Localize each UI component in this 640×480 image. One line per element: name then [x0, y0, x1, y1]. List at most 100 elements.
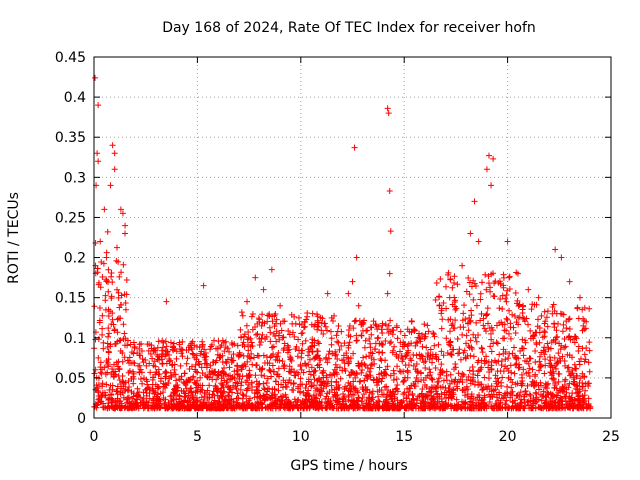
scatter-point-peak — [101, 206, 108, 213]
scatter-point — [196, 361, 203, 368]
scatter-point — [120, 321, 127, 328]
scatter-point — [542, 329, 549, 336]
scatter-point — [473, 338, 480, 345]
scatter-point-peak — [552, 246, 559, 253]
scatter-point — [117, 405, 124, 412]
scatter-point — [464, 391, 471, 398]
scatter-point — [440, 300, 447, 307]
scatter-point — [499, 292, 506, 299]
scatter-point — [306, 356, 313, 363]
scatter-point — [492, 400, 499, 407]
scatter-point — [358, 332, 365, 339]
scatter-point — [320, 385, 327, 392]
scatter-point — [519, 374, 526, 381]
scatter-point — [552, 399, 559, 406]
scatter-point — [152, 400, 159, 407]
scatter-point — [463, 340, 470, 347]
scatter-point — [178, 398, 185, 405]
scatter-point — [248, 387, 255, 394]
scatter-point — [146, 360, 153, 367]
scatter-point — [221, 365, 228, 372]
scatter-point — [582, 387, 589, 394]
scatter-point — [130, 380, 137, 387]
scatter-point — [234, 342, 241, 349]
scatter-point — [379, 341, 386, 348]
scatter-point — [167, 393, 174, 400]
scatter-point — [251, 394, 258, 401]
scatter-point — [197, 350, 204, 357]
scatter-point — [343, 385, 350, 392]
scatter-point — [447, 351, 454, 358]
scatter-point — [473, 319, 480, 326]
scatter-point — [479, 345, 486, 352]
scatter-point — [232, 379, 239, 386]
scatter-point — [527, 392, 534, 399]
scatter-point — [443, 372, 450, 379]
scatter-point — [297, 375, 304, 382]
x-tick-label: 15 — [395, 429, 413, 445]
scatter-point — [216, 401, 223, 408]
scatter-point — [543, 397, 550, 404]
scatter-point — [465, 327, 472, 334]
scatter-point — [397, 339, 404, 346]
scatter-point — [114, 329, 121, 336]
scatter-point — [463, 376, 470, 383]
scatter-point — [345, 379, 352, 386]
scatter-point — [499, 305, 506, 312]
scatter-point — [99, 312, 106, 319]
scatter-point — [99, 404, 106, 411]
scatter-point — [442, 283, 449, 290]
scatter-point — [464, 352, 471, 359]
scatter-point — [384, 326, 391, 333]
scatter-point — [95, 354, 102, 361]
scatter-point — [346, 322, 353, 329]
scatter-point — [345, 332, 352, 339]
scatter-point — [373, 322, 380, 329]
scatter-point — [281, 362, 288, 369]
scatter-point — [408, 329, 415, 336]
scatter-point — [525, 360, 532, 367]
scatter-point — [447, 371, 454, 378]
scatter-point — [256, 316, 263, 323]
scatter-point — [131, 343, 138, 350]
scatter-point — [267, 338, 274, 345]
scatter-point — [314, 362, 321, 369]
scatter-point — [538, 312, 545, 319]
scatter-point — [279, 358, 286, 365]
scatter-point — [321, 320, 328, 327]
scatter-point — [550, 405, 557, 412]
scatter-point — [215, 398, 222, 405]
scatter-point — [470, 374, 477, 381]
scatter-point — [396, 405, 403, 412]
scatter-point — [277, 394, 284, 401]
scatter-point — [273, 338, 280, 345]
scatter-point — [451, 299, 458, 306]
scatter-point — [571, 361, 578, 368]
scatter-point — [467, 380, 474, 387]
scatter-point — [207, 343, 214, 350]
scatter-point — [319, 388, 326, 395]
scatter-point — [443, 335, 450, 342]
scatter-point-peak — [558, 254, 565, 261]
scatter-point — [112, 371, 119, 378]
scatter-point — [493, 394, 500, 401]
scatter-point — [307, 344, 314, 351]
scatter-point — [230, 357, 237, 364]
scatter-point — [186, 376, 193, 383]
scatter-point — [266, 311, 273, 318]
y-tick-label: 0.3 — [64, 170, 86, 186]
scatter-point — [178, 373, 185, 380]
scatter-point — [545, 346, 552, 353]
scatter-point — [480, 315, 487, 322]
scatter-point — [243, 393, 250, 400]
scatter-point — [266, 366, 273, 373]
scatter-point — [234, 362, 241, 369]
scatter-point — [381, 370, 388, 377]
scatter-point — [207, 405, 214, 412]
scatter-point — [350, 325, 357, 332]
scatter-point — [434, 390, 441, 397]
scatter-point — [520, 405, 527, 412]
scatter-point — [329, 387, 336, 393]
scatter-point — [447, 402, 454, 409]
scatter-point — [370, 401, 377, 408]
